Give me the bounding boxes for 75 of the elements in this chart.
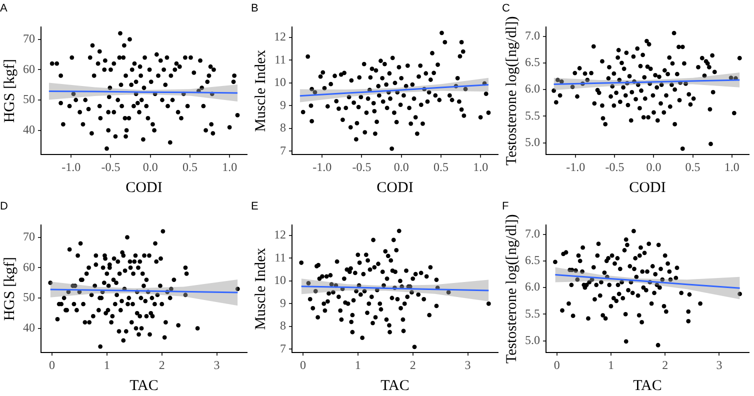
- x-tick-label: 0.5: [685, 160, 700, 174]
- y-tick-label: 7.0: [525, 28, 540, 42]
- x-tick-label: 0: [48, 358, 55, 372]
- x-tick-label: 3: [464, 358, 471, 372]
- x-tick-label: 1.0: [222, 160, 238, 174]
- y-tick-label: 5.5: [525, 108, 540, 122]
- y-tick-label: 10: [274, 75, 286, 90]
- x-tick-label: 3: [214, 358, 220, 372]
- y-tick-label: 5.5: [525, 306, 540, 320]
- x-tick-label: 1.0: [724, 160, 740, 174]
- y-tick-label: 7: [280, 341, 286, 356]
- y-tick-label: 9: [280, 296, 286, 310]
- x-tick-label: 3: [716, 358, 722, 372]
- y-tick-label: 50: [23, 92, 35, 106]
- x-tick-label: 1: [104, 358, 110, 372]
- y-tick-label: 6.5: [525, 253, 540, 268]
- y-tick-label: 5.0: [525, 333, 540, 348]
- y-tick-label: 40: [23, 122, 35, 136]
- y-tick-label: 6.0: [525, 280, 540, 294]
- chart-title: B: [251, 2, 258, 15]
- y-tick-label: 11: [274, 52, 286, 66]
- x-tick-label: 1.0: [473, 160, 488, 174]
- y-tick-label: 7: [280, 143, 286, 158]
- y-tick-label: 6.5: [525, 55, 540, 70]
- y-tick-label: 8: [280, 120, 286, 135]
- y-tick-label: 40: [23, 320, 35, 334]
- y-axis-title: Muscle Index: [252, 247, 269, 330]
- x-tick-label: 1: [354, 358, 361, 372]
- y-axis-title: Muscle Index: [252, 49, 269, 132]
- y-tick-label: 5.0: [525, 135, 540, 150]
- chart-title: F: [502, 200, 509, 213]
- chart-title: E: [251, 200, 258, 213]
- y-tick-label: 6.0: [525, 82, 540, 96]
- y-tick-label: 70: [23, 229, 35, 244]
- chart-title: A: [0, 2, 8, 15]
- y-tick-label: 7.0: [525, 226, 540, 240]
- x-tick-label: 0.5: [433, 160, 448, 174]
- x-tick-label: 0: [300, 358, 306, 372]
- x-axis-title: CODI: [376, 180, 414, 196]
- chart-title: D: [0, 200, 8, 213]
- y-axis-title: Testosterone log([ng/dl]): [504, 16, 520, 166]
- y-axis-title: HGS [kgf]: [2, 59, 18, 123]
- x-tick-label: -1.0: [62, 160, 81, 174]
- y-tick-label: 11: [274, 250, 286, 264]
- x-tick-label: -0.5: [101, 160, 120, 174]
- x-tick-label: -0.5: [352, 160, 372, 174]
- y-tick-label: 12: [274, 30, 286, 44]
- x-axis-title: TAC: [633, 378, 662, 394]
- x-axis-title: CODI: [126, 180, 162, 196]
- y-tick-label: 60: [23, 62, 35, 76]
- x-tick-label: 0.5: [182, 160, 198, 174]
- x-tick-label: 0.0: [394, 160, 409, 174]
- x-tick-label: 2: [662, 358, 668, 372]
- x-axis-title: CODI: [629, 180, 666, 196]
- y-axis-title: HGS [kgf]: [2, 257, 18, 321]
- y-tick-label: 70: [23, 31, 35, 46]
- y-tick-label: 10: [274, 273, 286, 288]
- x-tick-label: -0.5: [605, 160, 624, 174]
- x-tick-label: 1: [608, 358, 614, 372]
- y-tick-label: 12: [274, 228, 286, 242]
- chart-title: C: [502, 2, 510, 15]
- x-axis-title: TAC: [380, 378, 410, 394]
- x-tick-label: 0.0: [646, 160, 662, 174]
- y-tick-label: 50: [23, 290, 35, 304]
- y-tick-label: 8: [280, 318, 286, 333]
- x-tick-label: 0.0: [142, 160, 158, 174]
- x-tick-label: 2: [410, 358, 416, 372]
- y-tick-label: 60: [23, 260, 35, 274]
- x-tick-label: -1.0: [312, 160, 332, 174]
- x-axis-title: TAC: [130, 378, 158, 394]
- y-axis-title: Testosterone log([ng/dl]): [504, 214, 520, 364]
- x-tick-label: 2: [158, 358, 165, 372]
- x-tick-label: -1.0: [566, 160, 586, 174]
- x-tick-label: 0: [554, 358, 560, 372]
- y-tick-label: 9: [280, 98, 286, 112]
